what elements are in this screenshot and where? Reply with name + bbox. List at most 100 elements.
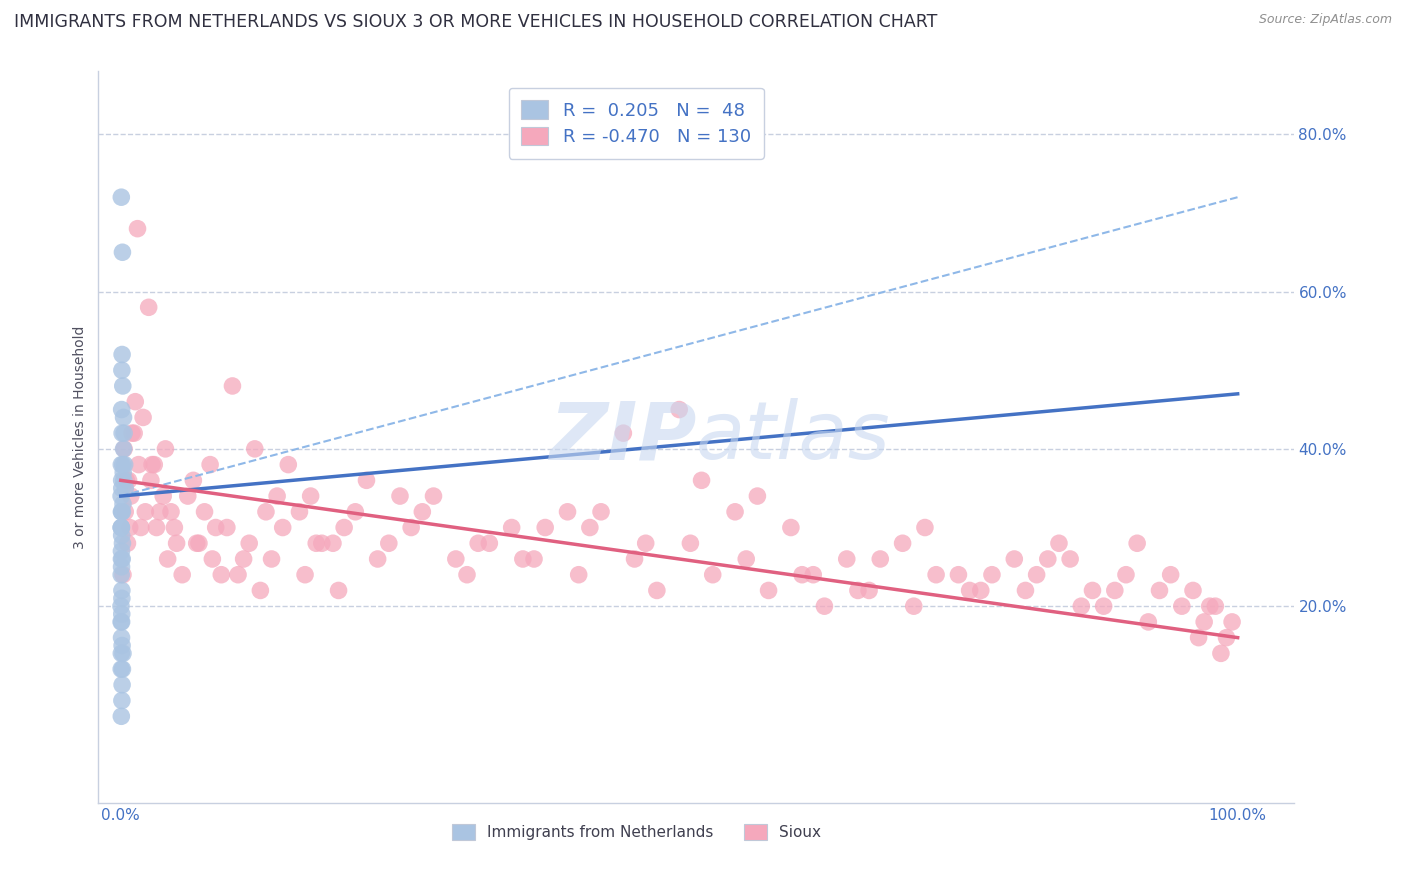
Point [1209, 646, 1232, 660]
Point [243, 442, 266, 456]
Point [111, 639, 134, 653]
Point [183, 473, 205, 487]
Text: ZIP: ZIP [548, 398, 696, 476]
Point [129, 520, 152, 534]
Point [679, 536, 702, 550]
Point [623, 552, 645, 566]
Point [356, 473, 378, 487]
Point [1187, 631, 1209, 645]
Point [111, 505, 134, 519]
Point [1014, 583, 1036, 598]
Point [110, 520, 132, 534]
Point [139, 473, 162, 487]
Point [1002, 552, 1025, 566]
Point [117, 536, 139, 550]
Point [111, 678, 134, 692]
Point [111, 646, 134, 660]
Point [111, 552, 134, 566]
Point [747, 489, 769, 503]
Point [305, 536, 328, 550]
Point [152, 489, 174, 503]
Text: IMMIGRANTS FROM NETHERLANDS VS SIOUX 3 OR MORE VEHICLES IN HOUSEHOLD CORRELATION: IMMIGRANTS FROM NETHERLANDS VS SIOUX 3 O… [14, 13, 938, 31]
Point [254, 505, 277, 519]
Point [111, 473, 134, 487]
Point [1126, 536, 1149, 550]
Point [1220, 615, 1243, 629]
Point [111, 583, 134, 598]
Point [311, 536, 333, 550]
Point [869, 552, 891, 566]
Point [204, 520, 226, 534]
Point [501, 520, 523, 534]
Point [1059, 552, 1081, 566]
Point [378, 536, 401, 550]
Point [143, 458, 166, 472]
Point [198, 458, 221, 472]
Point [925, 567, 948, 582]
Point [478, 536, 501, 550]
Point [110, 520, 132, 534]
Point [634, 536, 657, 550]
Legend: Immigrants from Netherlands, Sioux: Immigrants from Netherlands, Sioux [446, 818, 827, 847]
Point [238, 536, 260, 550]
Point [110, 559, 132, 574]
Point [277, 458, 299, 472]
Point [668, 402, 690, 417]
Point [110, 520, 132, 534]
Point [118, 520, 141, 534]
Point [127, 221, 149, 235]
Point [456, 567, 478, 582]
Point [568, 567, 591, 582]
Point [1192, 615, 1215, 629]
Point [612, 426, 634, 441]
Point [299, 489, 322, 503]
Point [115, 473, 138, 487]
Point [124, 394, 146, 409]
Point [735, 552, 758, 566]
Point [914, 520, 936, 534]
Point [388, 489, 411, 503]
Point [221, 379, 243, 393]
Point [110, 599, 132, 614]
Point [813, 599, 835, 614]
Point [422, 489, 444, 503]
Point [111, 591, 134, 606]
Point [149, 505, 172, 519]
Point [156, 552, 179, 566]
Point [111, 528, 134, 542]
Point [114, 505, 136, 519]
Point [467, 536, 489, 550]
Point [111, 693, 134, 707]
Point [187, 536, 209, 550]
Point [155, 442, 177, 456]
Point [110, 615, 132, 629]
Point [112, 442, 135, 456]
Point [702, 567, 724, 582]
Point [117, 473, 139, 487]
Point [111, 607, 134, 621]
Point [110, 631, 132, 645]
Point [835, 552, 858, 566]
Point [226, 567, 249, 582]
Point [589, 505, 612, 519]
Point [579, 520, 602, 534]
Point [122, 426, 145, 441]
Point [1036, 552, 1059, 566]
Point [780, 520, 803, 534]
Point [948, 567, 970, 582]
Point [1047, 536, 1070, 550]
Point [177, 489, 200, 503]
Point [110, 709, 132, 723]
Point [903, 599, 925, 614]
Point [110, 662, 132, 676]
Point [186, 536, 208, 550]
Point [790, 567, 813, 582]
Point [112, 466, 135, 480]
Point [110, 552, 132, 566]
Point [1070, 599, 1092, 614]
Point [260, 552, 283, 566]
Y-axis label: 3 or more Vehicles in Household: 3 or more Vehicles in Household [73, 326, 87, 549]
Point [858, 583, 880, 598]
Point [333, 520, 356, 534]
Point [801, 567, 824, 582]
